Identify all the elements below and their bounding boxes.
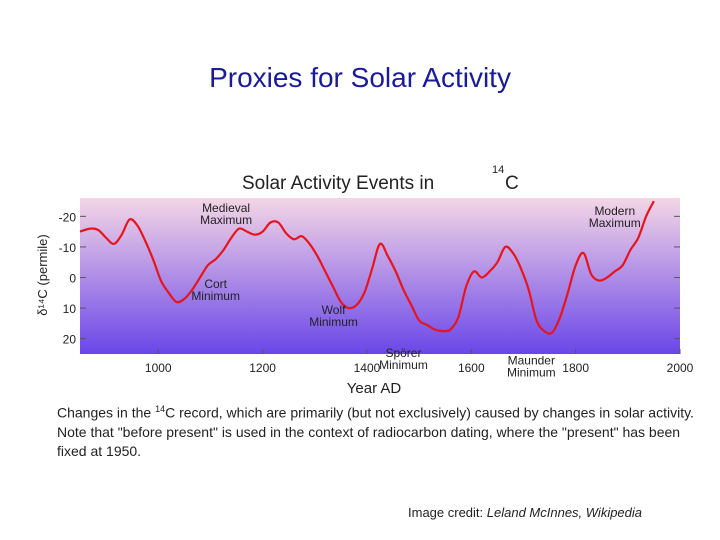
x-tick-label: 1600	[458, 361, 485, 375]
chart-title: Solar Activity Events in	[242, 173, 434, 194]
y-axis-label: δ¹⁴C (permile)	[35, 234, 50, 315]
image-credit: Image credit: Leland McInnes, Wikipedia	[408, 505, 642, 520]
x-tick-label: 1000	[145, 361, 172, 375]
chart-title-sup: 14	[492, 164, 504, 176]
annotation-label: Minimum	[507, 366, 556, 380]
x-tick-label: 1400	[354, 361, 381, 375]
caption-text-start: Changes in the	[57, 404, 156, 421]
annotation-label: Cort	[204, 277, 227, 291]
x-axis-label: Year AD	[347, 380, 402, 397]
plot-area	[80, 198, 680, 354]
y-tick-label: -10	[59, 241, 77, 255]
annotation-label: Modern	[594, 204, 635, 218]
credit-author: Leland McInnes, Wikipedia	[486, 505, 643, 520]
x-tick-label: 1800	[562, 361, 589, 375]
series-line	[79, 200, 655, 335]
chart-title-suffix: C	[505, 173, 519, 194]
y-tick-label: 10	[63, 302, 77, 316]
caption-superscript: 14	[155, 404, 166, 414]
y-tick-label: 20	[63, 333, 77, 347]
caption-text-rest: C record, which are primarily (but not e…	[57, 404, 694, 459]
solar-activity-chart: Solar Activity Events in 14 C -20 -10 0 10 2…	[35, 164, 694, 397]
credit-prefix: Image credit:	[408, 505, 487, 520]
y-axis-ticks: -20 -10 0 10 20	[59, 210, 680, 347]
annotation-label: Wolf	[322, 303, 346, 317]
annotation-label: Maunder	[508, 354, 555, 368]
annotation-label: Minimum	[309, 315, 358, 329]
annotations: MedievalMaximumCortMinimumWolfMinimumSpö…	[191, 201, 640, 380]
x-tick-label: 1200	[249, 361, 276, 375]
x-axis-ticks: 1000 1200 1400 1600 1800 2000	[145, 349, 694, 375]
annotation-label: Minimum	[191, 289, 240, 303]
y-tick-label: -20	[59, 210, 77, 224]
annotation-label: Minimum	[379, 358, 428, 372]
slide-title: Proxies for Solar Activity	[209, 62, 511, 93]
y-tick-label: 0	[69, 272, 76, 286]
annotation-label: Maximum	[589, 216, 641, 230]
caption: Changes in the 14C record, which are pri…	[57, 400, 707, 461]
x-tick-label: 2000	[667, 361, 694, 375]
annotation-label: Medieval	[202, 201, 250, 215]
annotation-label: Maximum	[200, 213, 252, 227]
annotation-label: Spörer	[385, 346, 421, 360]
